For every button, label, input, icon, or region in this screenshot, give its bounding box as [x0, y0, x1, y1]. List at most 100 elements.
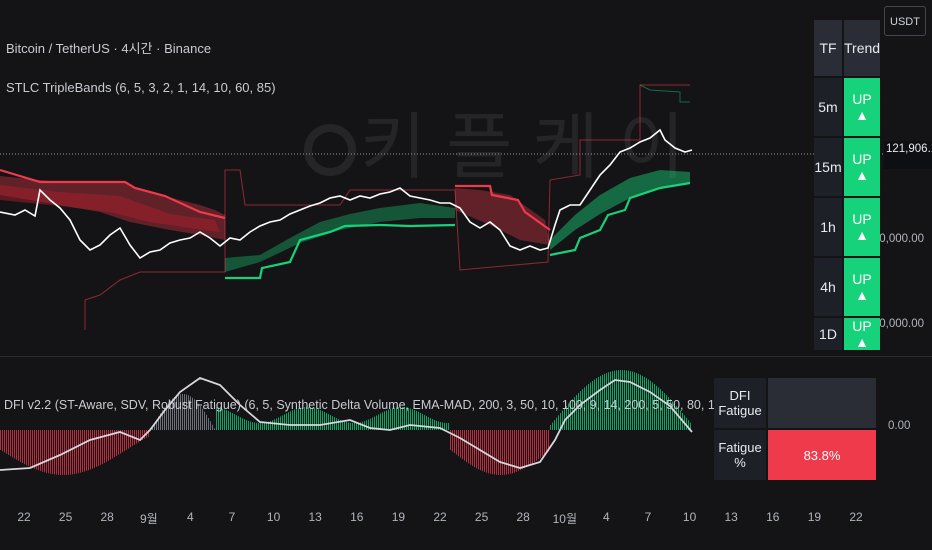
indicator-title[interactable]: STLC TripleBands (6, 5, 3, 2, 1, 14, 10,…	[6, 80, 276, 95]
histogram-bar	[604, 373, 605, 430]
fatigue-table: DFI Fatigue Fatigue % 83.8%	[714, 378, 876, 480]
histogram-bar	[178, 394, 179, 430]
dfi-indicator-title[interactable]: DFI v2.2 (ST-Aware, SDV, Robust Fatigue)…	[4, 398, 775, 412]
histogram-bar	[214, 428, 215, 430]
histogram-bar	[598, 376, 599, 430]
histogram-bar	[202, 408, 203, 430]
trend-header-tf: TF	[814, 20, 843, 77]
histogram-bar	[156, 419, 157, 430]
histogram-bar	[420, 412, 421, 430]
histogram-bar	[62, 430, 63, 475]
histogram-bar	[30, 430, 31, 468]
watermark-text: 키 플 케 이	[360, 108, 685, 188]
histogram-bar	[346, 422, 347, 430]
histogram-bar	[626, 370, 627, 430]
time-axis-label: 7	[228, 510, 236, 524]
histogram-bar	[454, 430, 455, 454]
currency-button[interactable]: USDT	[884, 6, 926, 36]
histogram-bar	[668, 397, 669, 430]
histogram-bar	[68, 430, 69, 475]
histogram-bar	[256, 422, 257, 430]
histogram-bar	[22, 430, 23, 464]
histogram-bar	[180, 394, 181, 430]
histogram-bar	[390, 408, 391, 430]
histogram-bar	[326, 412, 327, 430]
histogram-bar	[82, 430, 83, 473]
histogram-bar	[182, 394, 183, 430]
histogram-bar	[268, 421, 269, 430]
histogram-bar	[290, 411, 291, 430]
histogram-bar	[486, 430, 487, 473]
histogram-bar	[116, 430, 117, 456]
histogram-bar	[496, 430, 497, 475]
histogram-bar	[442, 422, 443, 430]
histogram-bar	[248, 420, 249, 430]
trend-tf-5m: 5m	[814, 76, 843, 137]
histogram-bar	[536, 430, 537, 461]
histogram-bar	[232, 413, 233, 430]
histogram-bar	[100, 430, 101, 465]
histogram-bar	[194, 399, 195, 430]
histogram-bar	[76, 430, 77, 474]
histogram-bar	[600, 375, 601, 430]
time-axis-label: 10	[266, 510, 281, 524]
histogram-bar	[6, 430, 7, 454]
histogram-bar	[522, 430, 523, 470]
histogram-bar	[270, 421, 271, 430]
histogram-bar	[108, 430, 109, 461]
histogram-bar	[38, 430, 39, 471]
trend-tf-4h: 4h	[814, 256, 843, 317]
histogram-bar	[86, 430, 87, 471]
time-axis-label: 13	[308, 510, 322, 524]
histogram-bar	[226, 410, 227, 430]
histogram-bar	[540, 430, 541, 458]
histogram-bar	[328, 414, 329, 430]
histogram-bar	[382, 412, 383, 430]
histogram-bar	[204, 411, 205, 430]
time-axis-label: 19	[807, 510, 822, 524]
histogram-bar	[582, 389, 583, 430]
histogram-bar	[392, 408, 393, 430]
histogram-bar	[526, 430, 527, 468]
histogram-bar	[250, 421, 251, 430]
histogram-bar	[436, 420, 437, 430]
histogram-bar	[516, 430, 517, 472]
histogram-bar	[340, 420, 341, 430]
oscillator-zero-label: 0.00	[888, 420, 911, 432]
time-axis-label: 4	[187, 510, 194, 524]
histogram-bar	[130, 430, 131, 448]
trend-tf-1h: 1h	[814, 196, 843, 257]
histogram-bar	[546, 430, 547, 454]
histogram-bar	[354, 422, 355, 430]
histogram-bar	[186, 394, 187, 430]
time-axis-label: 10	[682, 510, 697, 524]
histogram-bar	[228, 411, 229, 430]
histogram-bar	[644, 376, 645, 430]
histogram-bar	[544, 430, 545, 455]
histogram-bar	[148, 430, 149, 437]
histogram-bar	[490, 430, 491, 474]
histogram-bar	[4, 430, 5, 453]
histogram-bar	[142, 430, 143, 441]
histogram-bar	[106, 430, 107, 462]
pane-separator[interactable]	[0, 356, 932, 357]
histogram-bar	[552, 422, 553, 430]
trend-tf-15m: 15m	[814, 136, 843, 197]
histogram-bar	[498, 430, 499, 475]
histogram-bar	[416, 410, 417, 430]
histogram-bar	[542, 430, 543, 457]
histogram-bar	[688, 420, 689, 430]
bear-upper-line-right	[455, 184, 551, 231]
histogram-bar	[636, 373, 637, 430]
histogram-bar	[320, 410, 321, 430]
histogram-bar	[10, 430, 11, 457]
histogram-bar	[308, 407, 309, 430]
histogram-bar	[336, 418, 337, 430]
fatigue-title: DFI Fatigue	[714, 378, 767, 429]
histogram-bar	[524, 430, 525, 469]
histogram-bar	[422, 413, 423, 430]
histogram-bar	[614, 370, 615, 430]
histogram-bar	[476, 430, 477, 469]
histogram-bar	[590, 382, 591, 430]
